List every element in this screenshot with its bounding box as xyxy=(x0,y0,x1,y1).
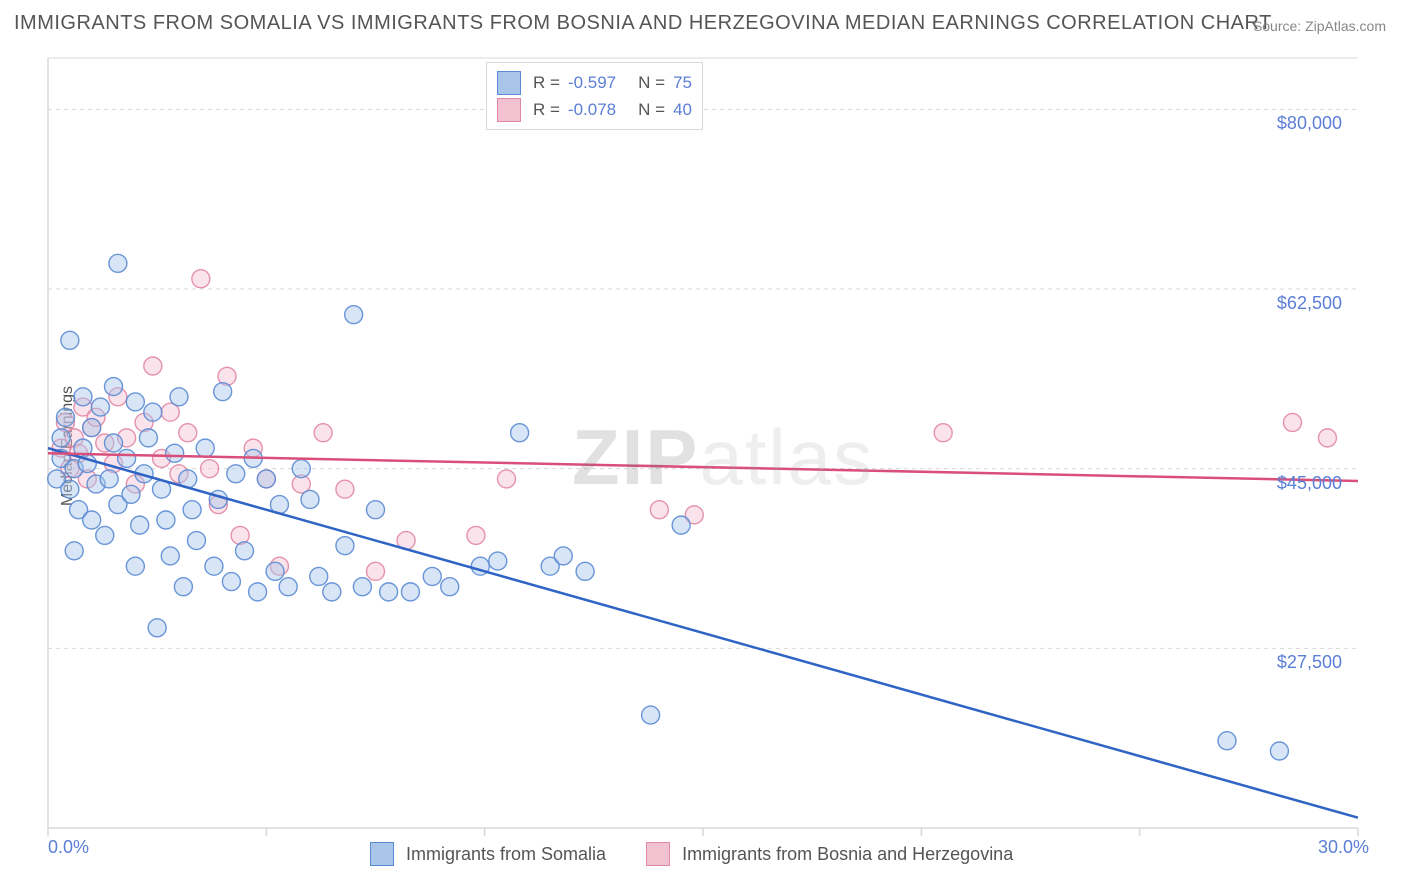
y-tick-label: $80,000 xyxy=(1277,113,1342,134)
y-tick-label: $45,000 xyxy=(1277,473,1342,494)
legend-item-somalia: Immigrants from Somalia xyxy=(370,842,606,866)
legend-swatch-somalia xyxy=(370,842,394,866)
legend-swatch-bosnia xyxy=(497,98,521,122)
chart-title: IMMIGRANTS FROM SOMALIA VS IMMIGRANTS FR… xyxy=(14,12,1272,35)
legend-n-value-bosnia: 40 xyxy=(673,96,692,123)
legend-r-label: R = xyxy=(533,69,560,96)
chart-svg xyxy=(48,58,1358,828)
legend-swatch-somalia xyxy=(497,71,521,95)
source-label: Source: xyxy=(1253,18,1301,34)
source-attribution: Source: ZipAtlas.com xyxy=(1253,18,1386,34)
legend-n-label: N = xyxy=(638,69,665,96)
legend-label-somalia: Immigrants from Somalia xyxy=(406,844,606,865)
x-tick-label: 0.0% xyxy=(48,837,89,858)
legend-item-bosnia: Immigrants from Bosnia and Herzegovina xyxy=(646,842,1013,866)
legend-correlation: R = -0.597 N = 75 R = -0.078 N = 40 xyxy=(486,62,703,130)
plot-area: $27,500$45,000$62,500$80,000 0.0%30.0% xyxy=(48,58,1358,828)
legend-label-bosnia: Immigrants from Bosnia and Herzegovina xyxy=(682,844,1013,865)
legend-row-bosnia: R = -0.078 N = 40 xyxy=(497,96,692,123)
legend-row-somalia: R = -0.597 N = 75 xyxy=(497,69,692,96)
source-name: ZipAtlas.com xyxy=(1305,18,1386,34)
y-tick-label: $62,500 xyxy=(1277,293,1342,314)
legend-r-label: R = xyxy=(533,96,560,123)
y-tick-label: $27,500 xyxy=(1277,652,1342,673)
legend-r-value-bosnia: -0.078 xyxy=(568,96,616,123)
legend-r-value-somalia: -0.597 xyxy=(568,69,616,96)
legend-swatch-bosnia xyxy=(646,842,670,866)
legend-n-value-somalia: 75 xyxy=(673,69,692,96)
legend-series: Immigrants from Somalia Immigrants from B… xyxy=(370,842,1013,866)
legend-n-label: N = xyxy=(638,96,665,123)
x-tick-label: 30.0% xyxy=(1318,837,1369,858)
